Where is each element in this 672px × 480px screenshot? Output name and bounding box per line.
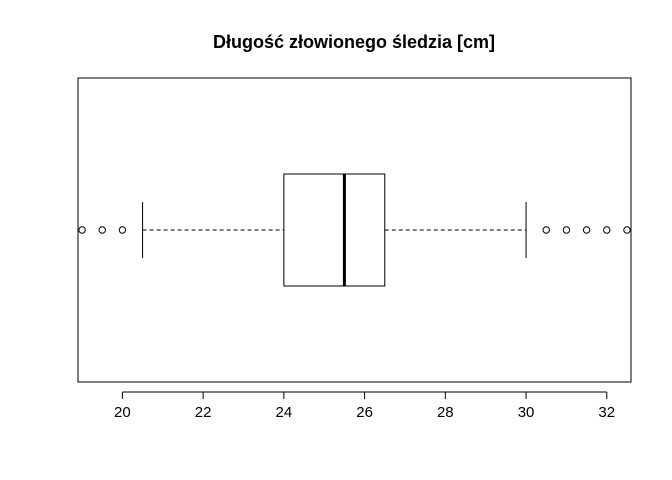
outlier-points (78, 226, 631, 234)
outlier-point (582, 226, 591, 234)
chart-title: Długość złowionego śledzia [cm] (213, 32, 495, 52)
x-tick-label: 22 (195, 404, 212, 421)
outlier-point (98, 226, 106, 234)
x-tick-label: 28 (437, 404, 454, 421)
plot-frame (77, 77, 632, 383)
outlier-point (78, 226, 86, 234)
outlier-point (542, 226, 550, 234)
x-axis: 20 22 24 26 28 30 32 (114, 391, 615, 421)
x-tick-label: 32 (598, 404, 615, 421)
x-tick-label: 30 (518, 404, 535, 421)
outlier-point (562, 226, 571, 234)
outlier-point (623, 226, 631, 234)
outlier-point (603, 226, 611, 234)
x-tick-label: 26 (356, 404, 373, 421)
boxplot (142, 173, 527, 287)
iqr-box (283, 173, 386, 287)
outlier-point (118, 226, 127, 234)
x-tick-label: 24 (276, 404, 293, 421)
x-tick-label: 20 (114, 404, 131, 421)
